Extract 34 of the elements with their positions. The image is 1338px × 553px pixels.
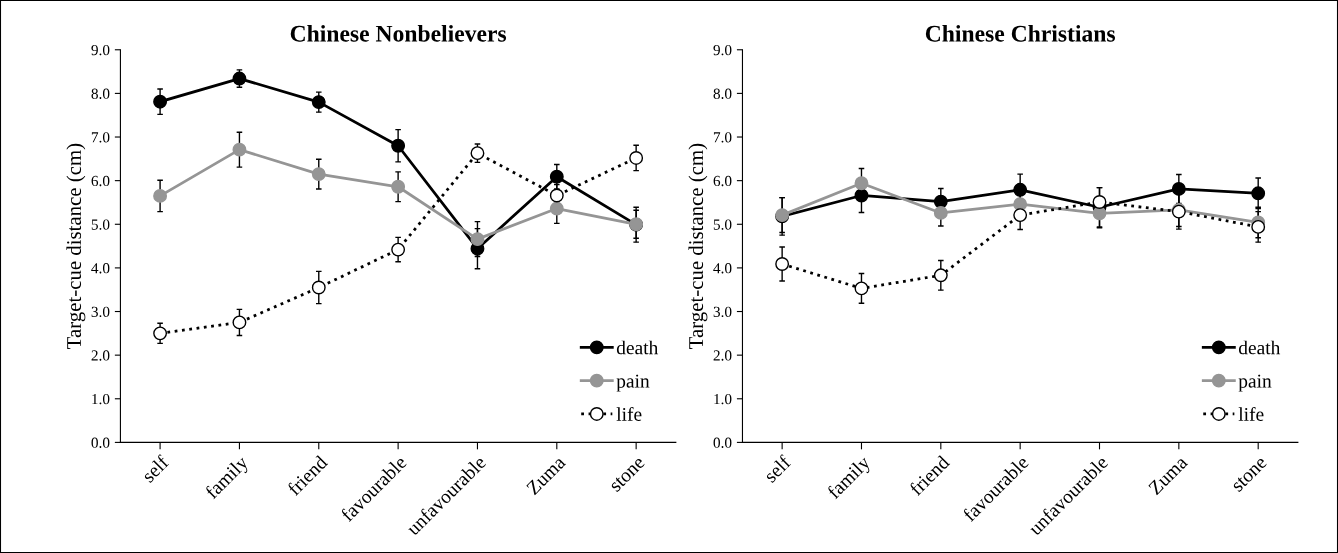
y-axis-title: Target-cue distance (cm) — [688, 143, 708, 349]
legend-label: pain — [616, 374, 650, 392]
chart-title: Chinese Christians — [925, 25, 1116, 42]
x-tick-label: self — [762, 454, 792, 484]
y-tick-label: 5.0 — [713, 219, 732, 230]
y-tick-label: 6.0 — [91, 175, 110, 187]
y-tick-label: 3.0 — [713, 306, 732, 318]
y-axis-title: Target-cue distance (cm) — [66, 143, 86, 349]
x-tick-label: self — [140, 454, 170, 484]
legend-label: life — [616, 407, 642, 421]
y-tick-label: 9.0 — [713, 44, 732, 56]
y-tick-label: 4.0 — [91, 263, 110, 274]
x-tick-label: stone — [609, 456, 646, 493]
y-tick-label: 8.0 — [91, 88, 110, 99]
y-tick-label: 4.0 — [713, 263, 732, 274]
y-tick-label: 0.0 — [91, 437, 110, 448]
y-tick-label: 2.0 — [713, 350, 732, 361]
y-tick-label: 7.0 — [713, 132, 732, 143]
chart-title: Chinese Nonbelievers — [290, 25, 507, 42]
y-tick-label: 6.0 — [713, 175, 732, 187]
legend-label: life — [1238, 407, 1264, 421]
y-tick-label: 5.0 — [91, 219, 110, 230]
legend-label: pain — [1238, 374, 1272, 392]
legend-label: death — [1238, 340, 1281, 355]
y-tick-label: 1.0 — [714, 393, 732, 405]
y-tick-label: 3.0 — [91, 306, 110, 318]
y-tick-label: 0.0 — [713, 437, 732, 448]
legend-label: death — [616, 340, 659, 355]
x-tick-label: stone — [1231, 456, 1268, 493]
y-tick-label: 8.0 — [713, 88, 732, 99]
y-tick-label: 2.0 — [91, 350, 110, 361]
y-tick-label: 9.0 — [91, 44, 110, 56]
y-tick-label: 7.0 — [91, 132, 110, 143]
y-tick-label: 1.0 — [92, 393, 110, 405]
